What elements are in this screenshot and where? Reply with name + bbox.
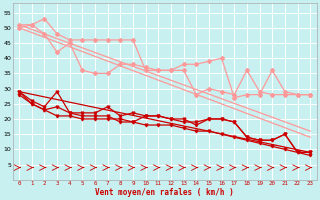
X-axis label: Vent moyen/en rafales ( km/h ): Vent moyen/en rafales ( km/h ) [95, 188, 234, 197]
